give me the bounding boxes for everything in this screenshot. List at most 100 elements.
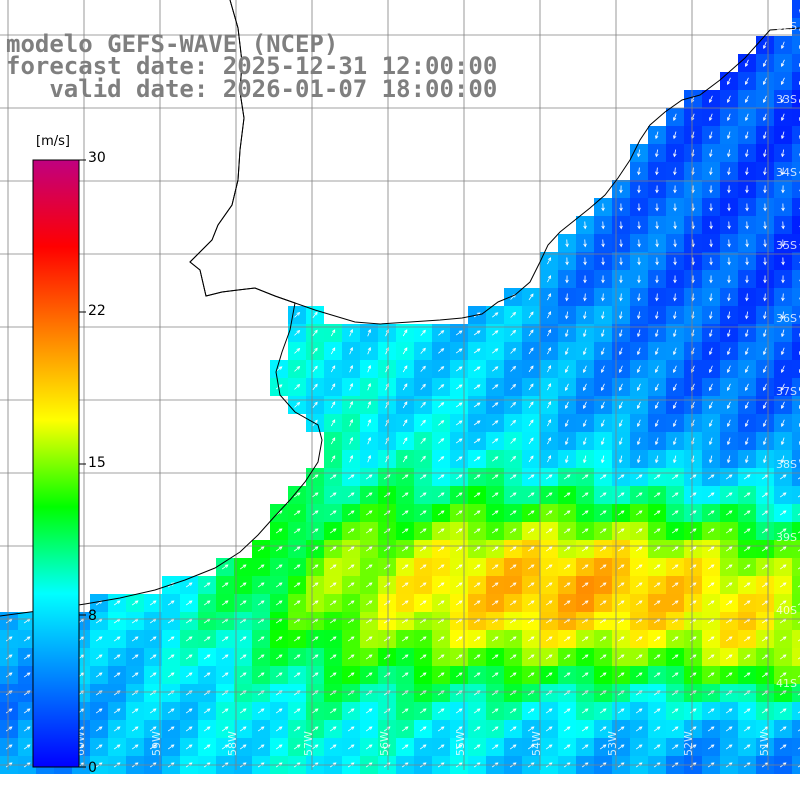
wind-arrow	[635, 672, 643, 678]
wind-arrow-head	[762, 351, 767, 356]
wind-arrow	[563, 654, 571, 660]
wind-arrow-head	[530, 492, 535, 496]
wind-arrow-head	[134, 654, 139, 658]
wind-arrow	[455, 438, 463, 444]
wind-arrow-head	[763, 315, 767, 320]
wind-arrow-head	[404, 455, 408, 460]
wind-cell	[792, 450, 800, 468]
wind-arrow-head	[278, 546, 283, 550]
wind-arrow-head	[422, 582, 427, 586]
wind-arrow	[781, 347, 785, 355]
wind-arrow	[763, 401, 767, 409]
wind-arrow-head	[314, 636, 319, 640]
wind-arrow-head	[530, 401, 534, 406]
wind-cell	[792, 720, 800, 738]
wind-arrow-head	[458, 330, 463, 334]
wind-arrow	[601, 419, 605, 427]
wind-arrow	[527, 636, 535, 642]
wind-arrow	[420, 348, 426, 354]
wind-arrow	[635, 708, 643, 714]
wind-arrow-head	[726, 135, 731, 140]
wind-arrow	[23, 726, 31, 732]
wind-cell	[792, 612, 800, 630]
wind-arrow	[745, 59, 749, 67]
wind-arrow-head	[385, 365, 390, 369]
wind-arrow-head	[618, 369, 623, 373]
wind-arrow-head	[404, 437, 408, 442]
wind-arrow	[203, 744, 211, 750]
wind-arrow-head	[745, 225, 749, 230]
wind-arrow	[294, 348, 300, 354]
wind-arrow-head	[745, 171, 749, 176]
wind-arrow-head	[726, 423, 731, 428]
wind-arrow-head	[260, 726, 265, 730]
wind-arrow	[23, 618, 31, 624]
wind-arrow-head	[206, 726, 211, 730]
wind-arrow	[581, 672, 589, 678]
wind-arrow	[743, 510, 751, 516]
wind-arrow-head	[692, 528, 697, 532]
wind-arrow-head	[674, 510, 679, 514]
wind-arrow-head	[368, 672, 373, 676]
wind-arrow	[221, 618, 229, 624]
wind-arrow	[673, 311, 677, 319]
wind-arrow-head	[512, 347, 517, 352]
wind-arrow-head	[566, 582, 571, 586]
wind-arrow	[779, 582, 787, 588]
wind-arrow	[545, 654, 553, 660]
wind-arrow	[671, 474, 679, 480]
wind-arrow-head	[746, 510, 751, 514]
wind-arrow-head	[637, 315, 641, 320]
wind-arrow	[349, 455, 353, 463]
wind-arrow-head	[728, 708, 733, 712]
wind-arrow	[743, 672, 751, 678]
wind-cell	[792, 558, 800, 576]
wind-arrow	[311, 654, 319, 660]
wind-arrow-head	[727, 171, 731, 176]
wind-arrow	[617, 492, 625, 498]
wind-arrow-head	[780, 99, 785, 103]
wind-arrow-head	[116, 708, 121, 712]
wind-arrow-head	[708, 117, 713, 122]
wind-arrow	[257, 618, 265, 624]
wind-arrow-head	[638, 564, 643, 568]
wind-arrow-head	[422, 636, 427, 640]
wind-arrow-head	[655, 171, 659, 176]
wind-arrow	[527, 708, 535, 714]
wind-arrow	[781, 113, 785, 121]
wind-arrow-head	[619, 297, 623, 302]
wind-arrow-head	[260, 546, 265, 550]
wind-arrow	[763, 41, 767, 49]
wind-arrow	[599, 528, 607, 534]
wind-arrow	[581, 582, 589, 588]
wind-arrow	[293, 492, 301, 498]
wind-arrow	[547, 293, 551, 301]
wind-arrow	[547, 329, 551, 337]
wind-arrow-head	[782, 492, 787, 496]
wind-arrow	[167, 600, 175, 606]
wind-arrow	[293, 744, 301, 750]
wind-arrow-head	[530, 311, 534, 316]
wind-arrow-head	[745, 189, 749, 194]
wind-arrow	[527, 744, 535, 750]
wind-arrow-head	[708, 405, 713, 409]
wind-arrow-head	[746, 690, 751, 694]
wind-arrow	[438, 456, 444, 462]
wind-arrow	[473, 330, 481, 336]
wind-arrow-head	[619, 261, 623, 266]
wind-arrow-head	[349, 455, 354, 459]
wind-arrow	[797, 657, 800, 660]
wind-arrow	[5, 726, 13, 732]
wind-arrow-head	[512, 636, 517, 640]
wind-arrow-head	[331, 455, 336, 459]
wind-arrow-head	[476, 384, 481, 388]
wind-arrow	[599, 492, 607, 498]
wind-arrow	[330, 383, 336, 391]
wind-arrow	[583, 455, 587, 463]
wind-arrow-head	[782, 510, 787, 514]
wind-arrow	[239, 744, 247, 750]
wind-arrow-head	[422, 383, 426, 388]
wind-arrow-head	[170, 636, 175, 640]
wind-arrow	[419, 618, 427, 624]
wind-arrow	[509, 744, 517, 750]
